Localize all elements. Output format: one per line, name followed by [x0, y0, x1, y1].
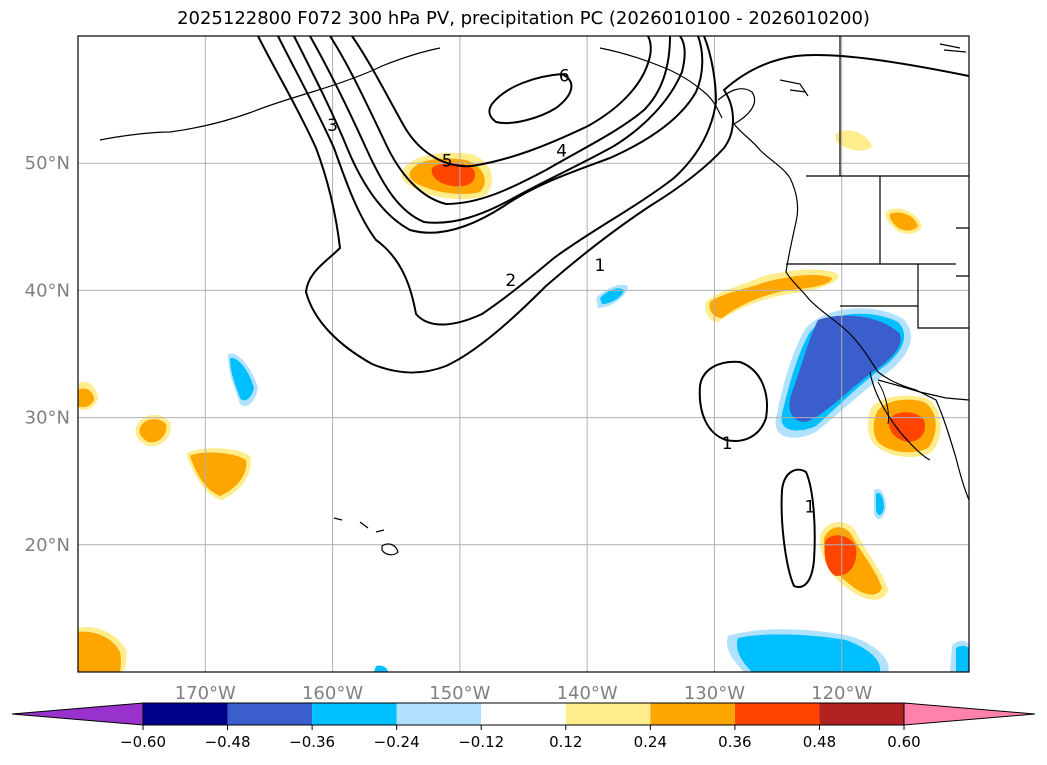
precip-region-southern-california	[775, 308, 911, 438]
colorbar: −0.60 −0.48 −0.36 −0.24 −0.12 0.12 0.24 0.36 0.4…	[11, 702, 1036, 751]
colorbar-outline	[142, 702, 905, 726]
map-frame	[77, 35, 970, 673]
precip-region-small-negative	[374, 488, 969, 672]
precip-region-california-coast	[705, 269, 839, 322]
pv-contour-label: 4	[556, 141, 567, 161]
colorbar-tick-label: −0.48	[205, 733, 251, 751]
state-borders	[786, 36, 969, 329]
precip-region-bc	[835, 130, 872, 151]
x-tick-label: 120°W	[811, 683, 872, 704]
pv-contour-2	[277, 36, 718, 326]
coastline-baja	[869, 371, 931, 461]
colorbar-segment	[734, 703, 820, 725]
pv-contour-6-closed	[488, 72, 573, 124]
colorbar-tick-label: 0.48	[803, 733, 836, 751]
pv-contour-labels: 1 1 1 2 3 4 5 6	[327, 66, 815, 518]
precip-region-baja	[867, 395, 941, 458]
colorbar-tick-label: −0.60	[120, 733, 166, 751]
precip-region-idaho	[885, 208, 922, 234]
pv-contour-label: 5	[442, 152, 453, 172]
precipitation-shading	[78, 130, 969, 672]
pv-contour-1-tropical	[780, 468, 816, 588]
precip-region-edges	[78, 381, 127, 672]
pv-thin-contour	[877, 381, 889, 425]
precip-region-gulf-of-alaska	[401, 152, 493, 200]
y-tick-labels: 20°N 30°N 40°N 50°N	[25, 153, 70, 556]
pv-contour-5	[329, 36, 671, 206]
chart-title: 2025122800 F072 300 hPa PV, precipitatio…	[177, 8, 870, 29]
colorbar-extend-low	[11, 702, 144, 726]
colorbar-tick-label: 0.24	[634, 733, 667, 751]
coastline-north-america	[717, 88, 969, 501]
pv-contour-1-offshore	[698, 360, 768, 442]
gridlines	[78, 36, 969, 672]
pv-contour-4	[309, 36, 686, 224]
colorbar-segment	[650, 703, 735, 725]
precip-region-west-pacific-1	[186, 448, 251, 500]
colorbar-tick-label: −0.36	[289, 733, 335, 751]
coastline-fragments	[779, 43, 967, 97]
colorbar-tick-label: 0.36	[718, 733, 751, 751]
x-tick-labels: 170°W 160°W 150°W 140°W 130°W 120°W	[175, 683, 873, 704]
pv-contour-label: 6	[559, 66, 570, 86]
y-tick-label: 40°N	[25, 280, 70, 301]
y-tick-label: 30°N	[25, 408, 70, 429]
colorbar-segment	[143, 703, 228, 725]
colorbar-tick-label: 0.12	[549, 733, 582, 751]
x-tick-label: 130°W	[684, 683, 745, 704]
pv-contour-label: 1	[804, 498, 815, 518]
border-us-mexico	[877, 379, 969, 401]
pv-contour-1	[257, 36, 969, 374]
colorbar-tick-label: 0.60	[887, 733, 920, 751]
coastlines	[99, 36, 969, 556]
colorbar-tick-label: −0.12	[458, 733, 504, 751]
colorbar-segment	[396, 703, 482, 725]
x-tick-label: 150°W	[429, 683, 490, 704]
colorbar-tick-label: −0.24	[374, 733, 420, 751]
colorbar-extend-high	[903, 702, 1036, 726]
colorbar-segment	[819, 703, 904, 725]
precip-region-central-pacific	[596, 284, 628, 308]
precip-region-southeast	[726, 629, 889, 672]
colorbar-segment	[565, 703, 651, 725]
pv-contour-label: 1	[722, 434, 733, 454]
pv-contour-6	[351, 36, 652, 168]
x-tick-label: 140°W	[557, 683, 618, 704]
precip-region-hawaii-north	[228, 353, 258, 407]
pv-contour-label: 3	[327, 116, 338, 136]
colorbar-segment	[312, 703, 397, 725]
pv-contour-label: 2	[505, 271, 516, 291]
hawaii-islands	[333, 517, 399, 556]
pv-contour-3	[293, 36, 704, 234]
x-tick-label: 160°W	[302, 683, 363, 704]
pv-contour-label: 1	[594, 256, 605, 276]
colorbar-segment	[227, 703, 313, 725]
pv-contours	[257, 36, 969, 588]
precip-region-subtropical	[819, 521, 888, 600]
y-tick-label: 50°N	[25, 153, 70, 174]
x-tick-label: 170°W	[175, 683, 236, 704]
y-tick-label: 20°N	[25, 535, 70, 556]
precip-region-west-pacific-2	[135, 414, 171, 447]
colorbar-segment	[481, 703, 566, 725]
